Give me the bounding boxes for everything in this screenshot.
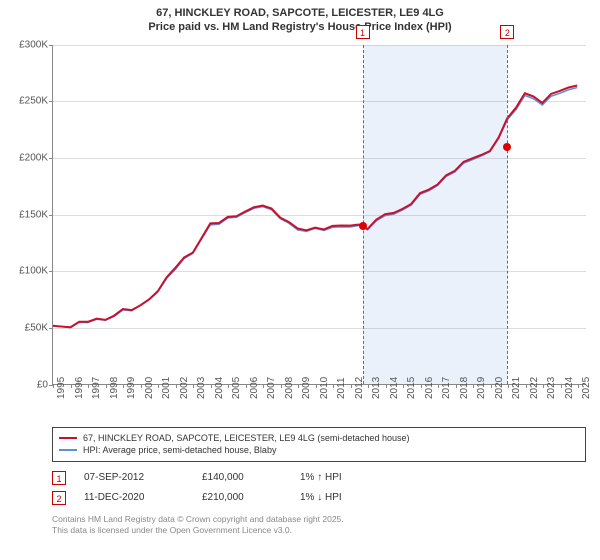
legend-item: HPI: Average price, semi-detached house,…	[59, 444, 579, 457]
legend: 67, HINCKLEY ROAD, SAPCOTE, LEICESTER, L…	[52, 427, 586, 462]
chart-area: £0 £50K £100K £150K £200K £250K £300K 12 19951…	[6, 39, 594, 419]
footer-attribution: Contains HM Land Registry data © Crown c…	[52, 514, 594, 536]
tx-date: 07-SEP-2012	[84, 472, 184, 483]
x-axis-label: 2023	[546, 376, 557, 398]
y-axis-label: £300K	[6, 39, 48, 50]
x-axis-label: 1999	[126, 376, 137, 398]
y-axis-label: £50K	[6, 322, 48, 333]
x-axis-label: 1998	[109, 376, 120, 398]
x-axis-label: 2025	[581, 376, 592, 398]
x-axis-label: 2019	[476, 376, 487, 398]
tx-badge: 1	[52, 471, 66, 485]
marker-badge: 1	[356, 25, 370, 39]
x-axis-label: 2018	[459, 376, 470, 398]
x-axis-label: 2014	[389, 376, 400, 398]
legend-label: 67, HINCKLEY ROAD, SAPCOTE, LEICESTER, L…	[83, 432, 409, 445]
y-axis-label: £150K	[6, 209, 48, 220]
tx-date: 11-DEC-2020	[84, 492, 184, 503]
x-axis-label: 2001	[161, 376, 172, 398]
x-axis-label: 2021	[511, 376, 522, 398]
tx-price: £140,000	[202, 472, 282, 483]
x-axis-label: 2024	[564, 376, 575, 398]
series-red	[53, 85, 577, 327]
marker-dot	[503, 143, 511, 151]
x-axis-label: 2022	[529, 376, 540, 398]
marker-dot	[359, 222, 367, 230]
legend-label: HPI: Average price, semi-detached house,…	[83, 444, 276, 457]
x-axis-label: 2006	[249, 376, 260, 398]
x-axis-label: 2020	[494, 376, 505, 398]
tx-badge: 2	[52, 491, 66, 505]
x-axis-label: 2005	[231, 376, 242, 398]
legend-item: 67, HINCKLEY ROAD, SAPCOTE, LEICESTER, L…	[59, 432, 579, 445]
y-axis-label: £0	[6, 379, 48, 390]
marker-line	[507, 45, 508, 384]
x-axis-label: 1995	[56, 376, 67, 398]
x-axis-label: 2013	[371, 376, 382, 398]
y-axis-label: £100K	[6, 266, 48, 277]
x-axis-label: 2002	[179, 376, 190, 398]
series-blue	[53, 87, 577, 327]
x-axis-label: 2008	[284, 376, 295, 398]
x-axis-label: 2007	[266, 376, 277, 398]
x-axis-label: 2012	[354, 376, 365, 398]
x-axis-label: 1996	[74, 376, 85, 398]
x-axis-label: 2017	[441, 376, 452, 398]
tx-price: £210,000	[202, 492, 282, 503]
x-axis-label: 1997	[91, 376, 102, 398]
x-axis-label: 2009	[301, 376, 312, 398]
marker-badge: 2	[500, 25, 514, 39]
y-axis-label: £250K	[6, 96, 48, 107]
x-axis-label: 2000	[144, 376, 155, 398]
x-axis-label: 2010	[319, 376, 330, 398]
marker-line	[363, 45, 364, 384]
plot-region: 12 1995199619971998199920002001200220032…	[52, 45, 586, 385]
x-axis-label: 2004	[214, 376, 225, 398]
x-axis-label: 2011	[336, 377, 347, 399]
transaction-row: 1 07-SEP-2012 £140,000 1% ↑ HPI	[52, 468, 586, 488]
y-axis-label: £200K	[6, 152, 48, 163]
x-axis-label: 2015	[406, 376, 417, 398]
transaction-table: 1 07-SEP-2012 £140,000 1% ↑ HPI 2 11-DEC-2020…	[52, 468, 586, 508]
transaction-row: 2 11-DEC-2020 £210,000 1% ↓ HPI	[52, 488, 586, 508]
tx-diff: 1% ↓ HPI	[300, 492, 390, 503]
x-axis-label: 2003	[196, 376, 207, 398]
tx-diff: 1% ↑ HPI	[300, 472, 390, 483]
legend-swatch	[59, 437, 77, 439]
legend-swatch	[59, 449, 77, 451]
x-axis-label: 2016	[424, 376, 435, 398]
